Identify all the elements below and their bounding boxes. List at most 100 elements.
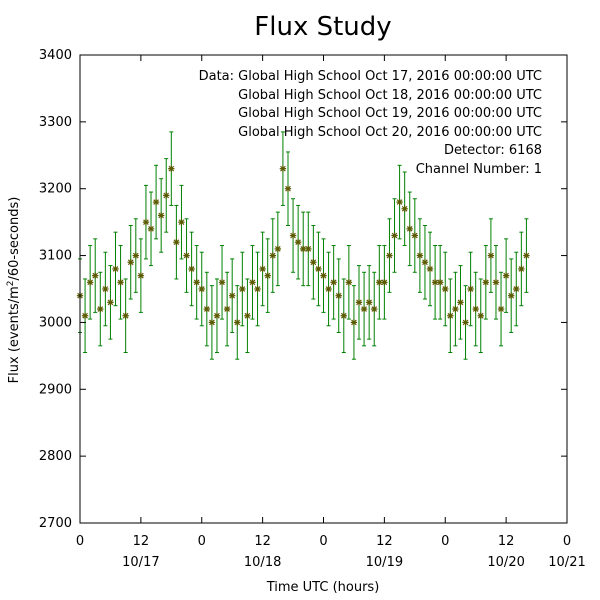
data-point — [168, 131, 175, 206]
marker-stroke — [209, 319, 215, 326]
data-point — [507, 258, 515, 333]
marker-stroke — [356, 299, 362, 306]
data-point — [92, 238, 99, 313]
data-point — [147, 191, 155, 267]
marker-stroke — [422, 259, 428, 266]
data-point — [269, 218, 276, 293]
data-point — [442, 251, 449, 327]
data-point — [457, 265, 464, 340]
marker-stroke — [477, 312, 484, 319]
data-point — [345, 245, 353, 320]
data-point — [335, 258, 342, 333]
marker-stroke — [269, 252, 276, 259]
legend-line-1: Data: Global High School Oct 17, 2016 00… — [199, 69, 542, 84]
marker-stroke — [366, 299, 372, 306]
data-point — [294, 204, 302, 280]
y-tick-label: 2700 — [39, 516, 72, 531]
y-axis-label-prefix: Flux (events/m — [7, 286, 22, 383]
data-point — [325, 251, 332, 327]
data-point — [284, 151, 292, 226]
data-point — [137, 238, 145, 313]
data-point — [391, 198, 398, 273]
data-point — [421, 224, 429, 300]
data-point — [127, 224, 134, 300]
marker-stroke — [280, 165, 286, 172]
y-axis-label-suffix: /60-seconds) — [7, 197, 22, 281]
data-point — [340, 278, 347, 354]
marker-stroke — [371, 306, 378, 312]
y-tick-label: 3100 — [39, 249, 72, 264]
marker-stroke — [244, 312, 251, 319]
marker-stroke — [442, 286, 449, 292]
marker-stroke — [300, 246, 307, 252]
data-point — [416, 218, 424, 293]
data-point — [355, 265, 363, 340]
y-tick-label: 2900 — [39, 382, 72, 397]
x-date-label: 10/18 — [244, 555, 281, 570]
data-point — [244, 278, 251, 354]
marker-stroke — [361, 306, 367, 312]
data-point — [228, 258, 236, 333]
marker-stroke — [315, 266, 322, 272]
marker-stroke — [493, 279, 499, 286]
x-date-label: 10/20 — [487, 555, 524, 570]
marker-stroke — [153, 199, 159, 205]
data-point — [132, 218, 140, 293]
marker-stroke — [178, 219, 185, 225]
marker-stroke — [427, 266, 433, 272]
x-tick-label: 12 — [376, 534, 393, 549]
y-tick-label: 3000 — [39, 315, 72, 330]
marker-stroke — [447, 312, 454, 319]
marker-stroke — [97, 306, 104, 312]
data-point — [436, 245, 444, 320]
marker-stroke — [239, 286, 246, 292]
marker-stroke — [188, 266, 195, 272]
marker-stroke — [325, 286, 332, 292]
data-point — [203, 271, 211, 347]
marker-stroke — [335, 292, 342, 299]
marker-stroke — [92, 272, 99, 279]
x-date-label: 10/19 — [366, 555, 403, 570]
legend-line-2: Global High School Oct 18, 2016 00:00:00… — [238, 88, 542, 103]
marker-stroke — [117, 279, 124, 286]
data-point — [218, 245, 226, 320]
marker-stroke — [264, 272, 271, 279]
marker-stroke — [275, 246, 281, 252]
marker-stroke — [376, 279, 383, 286]
marker-stroke — [259, 266, 266, 272]
data-point — [523, 218, 530, 293]
marker-stroke — [234, 319, 241, 326]
marker-stroke — [158, 212, 164, 219]
data-point — [254, 251, 261, 327]
marker-stroke — [346, 279, 352, 286]
marker-stroke — [351, 319, 357, 326]
data-point — [122, 278, 129, 354]
legend: Data: Global High School Oct 17, 2016 00… — [199, 69, 542, 177]
x-date-label: 10/21 — [548, 555, 585, 570]
marker-stroke — [285, 185, 291, 192]
marker-stroke — [173, 239, 180, 246]
marker-stroke — [214, 312, 220, 319]
marker-stroke — [132, 252, 139, 259]
marker-stroke — [102, 286, 109, 292]
x-tick-label: 12 — [498, 534, 515, 549]
marker-stroke — [437, 279, 444, 286]
data-point — [492, 245, 500, 320]
marker-stroke — [290, 232, 296, 239]
data-point — [249, 245, 256, 320]
data-point — [381, 245, 388, 320]
marker-stroke — [508, 292, 515, 299]
marker-stroke — [381, 279, 388, 286]
marker-stroke — [330, 279, 337, 286]
marker-stroke — [87, 279, 93, 286]
data-point — [198, 251, 205, 327]
data-point — [411, 198, 419, 273]
data-point — [152, 164, 160, 240]
data-point — [371, 271, 378, 347]
data-point — [350, 285, 358, 360]
legend-line-3: Global High School Oct 19, 2016 00:00:00… — [238, 106, 542, 121]
x-axis-label: Time UTC (hours) — [266, 580, 380, 595]
data-point — [513, 251, 520, 327]
data-point — [310, 224, 317, 300]
y-tick-label: 3400 — [39, 48, 72, 63]
